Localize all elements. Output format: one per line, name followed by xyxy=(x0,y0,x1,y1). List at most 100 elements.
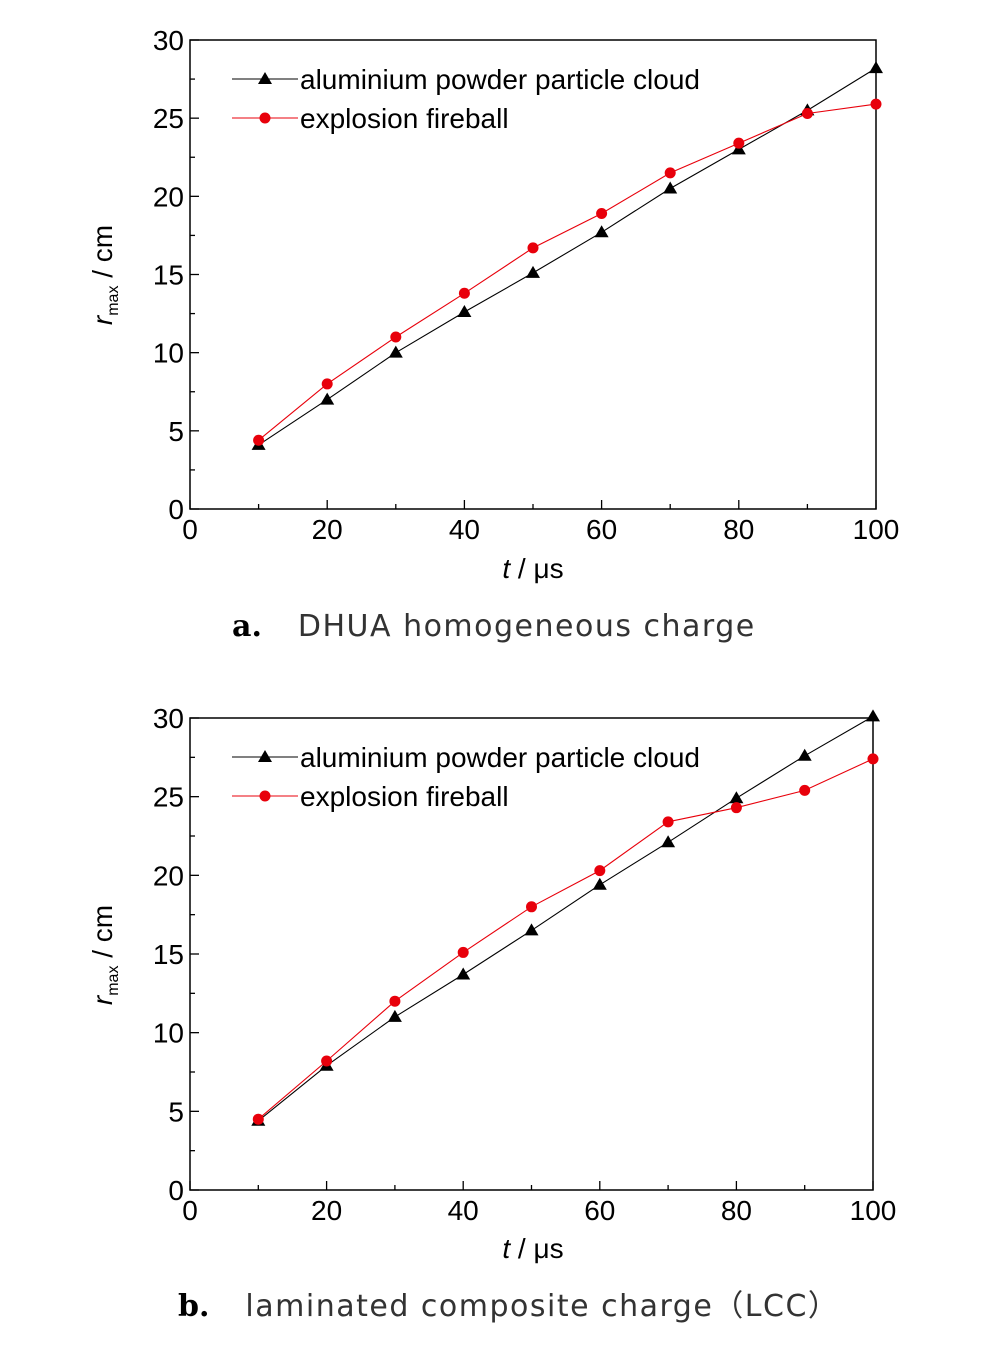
y-tick-label: 25 xyxy=(153,103,184,134)
chart-panel-b: rmax / cm t / μs b. laminated composite c… xyxy=(87,703,896,1324)
y-axis-subscript: max xyxy=(105,286,122,316)
y-axis-label: rmax / cm xyxy=(87,905,122,1005)
series-2 xyxy=(252,753,879,1125)
x-axis-variable: t xyxy=(502,553,511,584)
caption: a. DHUA homogeneous charge xyxy=(232,609,756,644)
legend-entry: explosion fireball xyxy=(232,103,509,134)
x-tick-label: 20 xyxy=(311,1195,342,1226)
data-point-circle xyxy=(390,331,402,343)
data-point-circle xyxy=(253,434,265,446)
data-point-triangle xyxy=(387,1009,402,1022)
y-tick-label: 20 xyxy=(153,181,184,212)
caption-letter: a. xyxy=(232,609,262,644)
series-line xyxy=(258,67,877,446)
y-axis-variable: r xyxy=(87,994,118,1005)
y-tick-label: 10 xyxy=(153,1018,184,1049)
data-point-triangle xyxy=(661,835,676,848)
data-point-circle xyxy=(870,98,882,110)
data-point-triangle xyxy=(797,748,812,761)
legend-marker-triangle xyxy=(258,750,272,762)
data-point-triangle xyxy=(592,877,607,890)
y-axis-label: rmax / cm xyxy=(87,225,122,325)
legend-marker-triangle xyxy=(258,72,272,84)
data-point-circle xyxy=(321,1055,333,1067)
data-point-circle xyxy=(252,1113,264,1125)
data-point-circle xyxy=(458,287,470,299)
svg-text:rmax / cm: rmax / cm xyxy=(87,905,122,1005)
data-point-triangle xyxy=(729,791,744,804)
data-point-circle xyxy=(664,167,676,179)
data-point-circle xyxy=(867,753,879,765)
legend-entry: aluminium powder particle cloud xyxy=(232,64,700,95)
plot-frame xyxy=(189,717,874,1191)
data-point-circle xyxy=(799,784,811,796)
x-axis-unit: / μs xyxy=(510,1233,563,1264)
legend-label: explosion fireball xyxy=(300,103,509,134)
caption-letter: b. xyxy=(178,1289,209,1324)
x-axis-variable: t xyxy=(502,1233,511,1264)
x-tick-label: 60 xyxy=(584,1195,615,1226)
x-tick-label: 80 xyxy=(721,1195,752,1226)
y-tick-label: 15 xyxy=(153,260,184,291)
x-axis-label: t / μs xyxy=(502,1233,563,1264)
data-point-circle xyxy=(801,107,813,119)
y-axis-variable: r xyxy=(87,314,118,325)
x-tick-label: 40 xyxy=(448,1195,479,1226)
caption-text: laminated composite charge（LCC） xyxy=(245,1289,839,1324)
data-point-triangle xyxy=(594,225,609,238)
y-axis-unit: / cm xyxy=(87,225,118,286)
x-tick-label: 20 xyxy=(312,514,343,545)
x-tick-label: 80 xyxy=(723,514,754,545)
x-tick-label: 0 xyxy=(182,1195,198,1226)
data-point-circle xyxy=(457,946,469,958)
x-axis-unit: / μs xyxy=(510,553,563,584)
data-point-circle xyxy=(662,816,674,828)
chart-panel-a: rmax / cm t / μs a. DHUA homogeneous char… xyxy=(87,25,899,644)
data-point-circle xyxy=(526,901,537,913)
x-axis-label: t / μs xyxy=(502,553,563,584)
legend-label: explosion fireball xyxy=(300,781,509,812)
data-point-circle xyxy=(389,995,401,1007)
data-point-triangle xyxy=(866,709,880,722)
y-tick-label: 0 xyxy=(168,494,184,525)
data-point-circle xyxy=(594,865,606,877)
data-point-circle xyxy=(596,208,608,220)
caption-text: DHUA homogeneous charge xyxy=(298,609,756,644)
data-point-circle xyxy=(527,242,539,254)
y-tick-label: 15 xyxy=(153,939,184,970)
y-tick-label: 0 xyxy=(168,1175,184,1206)
data-point-triangle xyxy=(524,923,539,936)
series-2 xyxy=(253,98,882,446)
legend-label: aluminium powder particle cloud xyxy=(300,64,700,95)
data-point-circle xyxy=(321,378,333,390)
y-tick-label: 30 xyxy=(153,25,184,56)
y-axis-subscript: max xyxy=(105,966,122,996)
y-tick-label: 5 xyxy=(168,1096,184,1127)
data-point-triangle xyxy=(663,181,678,194)
y-tick-label: 25 xyxy=(153,782,184,813)
data-point-circle xyxy=(730,802,742,814)
series-line xyxy=(257,758,874,1120)
y-tick-label: 30 xyxy=(153,703,184,734)
x-tick-label: 100 xyxy=(853,514,900,545)
data-point-triangle xyxy=(388,345,403,358)
x-tick-label: 0 xyxy=(182,514,198,545)
legend-entry: aluminium powder particle cloud xyxy=(232,742,700,773)
data-point-triangle xyxy=(457,305,472,318)
data-point-triangle xyxy=(320,392,335,405)
y-tick-label: 20 xyxy=(153,860,184,891)
y-tick-label: 5 xyxy=(168,416,184,447)
y-tick-label: 10 xyxy=(153,338,184,369)
data-point-triangle xyxy=(869,61,883,74)
x-tick-label: 60 xyxy=(586,514,617,545)
caption: b. laminated composite charge（LCC） xyxy=(178,1289,839,1324)
x-tick-label: 100 xyxy=(850,1195,897,1226)
y-axis-unit: / cm xyxy=(87,905,118,966)
data-point-triangle xyxy=(456,967,471,980)
data-point-triangle xyxy=(526,265,540,278)
legend-marker-circle xyxy=(259,112,271,124)
series-line xyxy=(258,103,877,441)
legend-label: aluminium powder particle cloud xyxy=(300,742,700,773)
svg-text:rmax / cm: rmax / cm xyxy=(87,225,122,325)
